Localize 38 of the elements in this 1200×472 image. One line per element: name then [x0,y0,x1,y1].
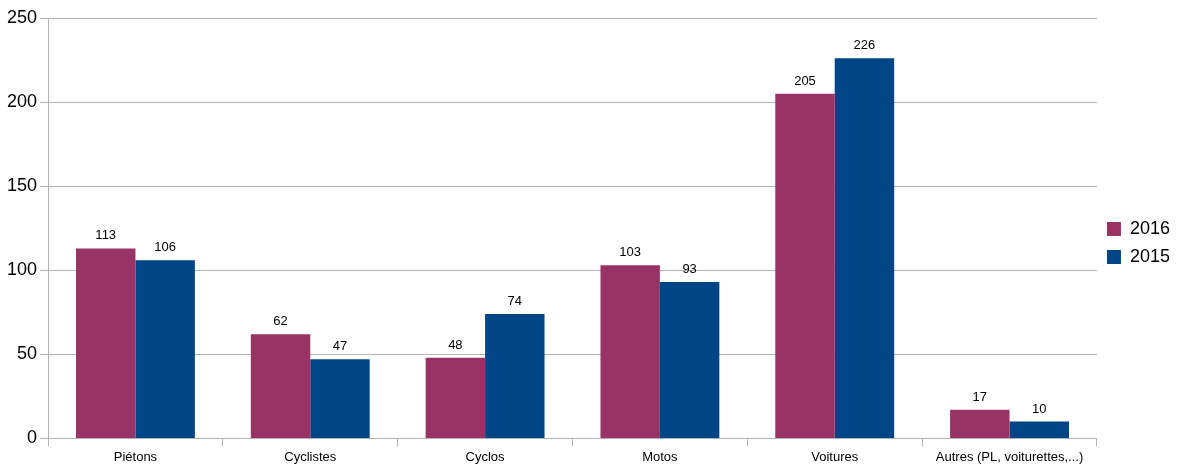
legend-label: 2015 [1129,245,1170,266]
data-label: 205 [794,72,816,88]
data-label: 62 [273,313,288,329]
data-label: 93 [682,261,697,277]
y-tick-label: 100 [6,259,38,280]
x-tick-label: Cyclos [465,448,506,464]
data-label: 226 [853,37,876,53]
legend-label: 2016 [1129,217,1170,238]
y-tick-label: 50 [17,343,38,364]
y-tick-label: 250 [6,6,38,27]
x-tick-label: Piétons [113,448,158,464]
x-tick-label: Autres (PL, voiturettes,...) [935,448,1084,464]
data-label: 10 [1032,400,1047,416]
bar [250,334,311,438]
bar [76,248,136,438]
bar [659,282,720,438]
data-label: 74 [507,293,523,309]
y-tick-label: 0 [27,427,38,448]
data-label: 106 [154,239,177,255]
bar [1009,421,1069,438]
x-tick-label: Cyclistes [284,448,337,464]
x-tick-label: Motos [642,448,679,464]
bar [135,260,195,438]
bar [950,409,1010,438]
data-label: 103 [619,244,642,260]
bar [485,313,545,438]
x-tick-label: Voitures [811,448,859,464]
bar [310,359,370,438]
data-label: 17 [972,388,988,404]
data-label: 48 [448,336,463,352]
data-label: 113 [95,227,117,243]
data-label: 47 [332,338,348,354]
bar [834,58,895,438]
bar [425,357,486,438]
bar [775,93,835,438]
y-tick-label: 200 [6,91,38,112]
y-tick-label: 150 [6,175,38,196]
bar [600,265,660,438]
